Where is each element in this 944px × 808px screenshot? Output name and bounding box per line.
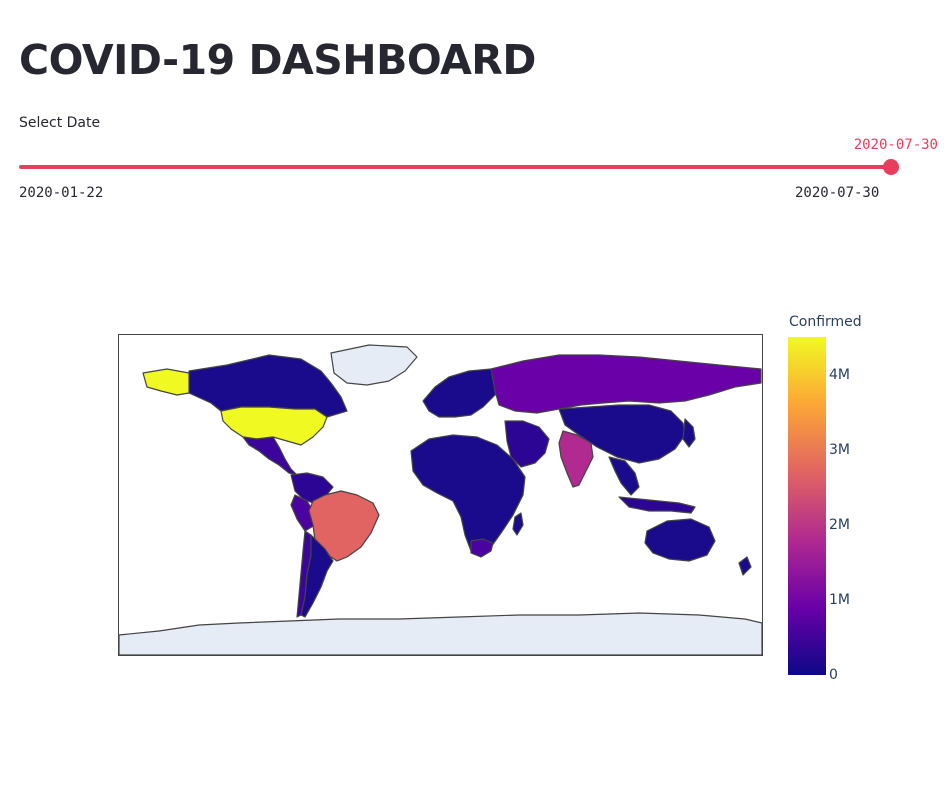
slider-fill [19,165,891,169]
colorbar-tick: 4M [829,366,850,383]
slider-max-label: 2020-07-30 [795,185,880,201]
slider-thumb[interactable] [883,159,899,175]
greenland [330,344,418,386]
south-africa [470,538,494,558]
slider-min-label: 2020-01-22 [19,185,104,201]
new-zealand [738,556,752,576]
russia [490,354,762,414]
australia [644,518,716,562]
indonesia [618,496,696,514]
india [558,430,594,488]
japan [682,418,696,448]
africa [410,434,526,556]
peru [290,494,316,532]
alaska [142,368,190,396]
madagascar [512,512,524,536]
slider-current-value: 2020-07-30 [853,137,938,153]
argentina [300,534,334,618]
europe [422,368,500,418]
middle-east [504,420,550,468]
antarctica [119,612,762,655]
southeast-asia [608,456,640,496]
mexico [242,436,298,476]
brazil [308,490,380,562]
date-slider[interactable] [19,159,899,175]
colorbar-tick: 3M [829,441,850,458]
page-title: COVID-19 DASHBOARD [19,36,536,84]
world-map-svg[interactable] [119,335,762,655]
slider-label: Select Date [19,115,101,131]
colorbar [788,337,826,675]
colorbar-title: Confirmed [789,314,862,330]
colorbar-tick: 1M [829,591,850,608]
choropleth-map[interactable] [118,334,763,656]
usa [220,406,328,446]
colorbar-tick: 0 [829,667,838,683]
colorbar-tick: 2M [829,516,850,533]
